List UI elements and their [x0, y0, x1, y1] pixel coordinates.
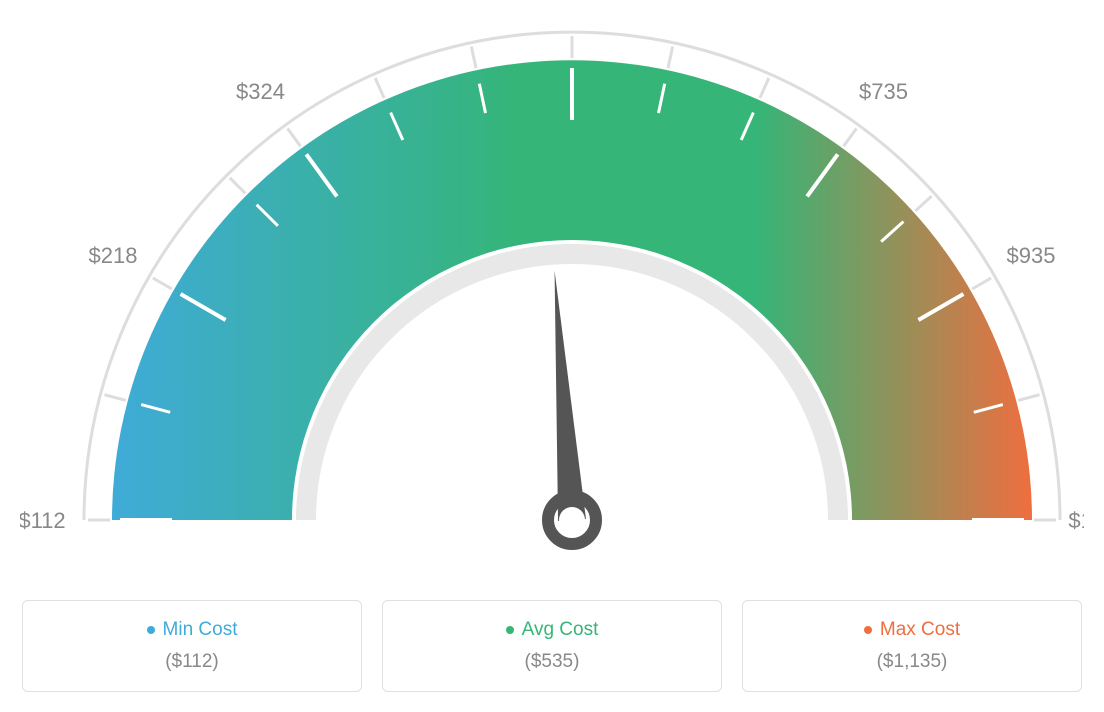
legend-label-max-text: Max Cost [880, 619, 960, 641]
tick-outer [153, 278, 172, 289]
needle-hub-inner [559, 507, 585, 533]
legend-dot-min [147, 626, 155, 634]
legend-label-min-text: Min Cost [163, 619, 238, 641]
legend-label-min: Min Cost [147, 619, 238, 641]
tick-label: $218 [89, 243, 138, 268]
tick-outer [1018, 395, 1039, 401]
legend-value-max: ($1,135) [763, 651, 1061, 673]
tick-outer [288, 128, 301, 146]
legend-dot-avg [506, 626, 514, 634]
tick-outer [668, 47, 673, 69]
legend-card-avg: Avg Cost ($535) [382, 600, 722, 692]
legend-value-avg: ($535) [403, 651, 701, 673]
tick-label: $324 [236, 79, 285, 104]
legend-card-max: Max Cost ($1,135) [742, 600, 1082, 692]
legend-label-avg: Avg Cost [506, 619, 599, 641]
legend-card-min: Min Cost ($112) [22, 600, 362, 692]
cost-gauge-chart: $112$218$324$535$735$935$1,135 Min Cost … [20, 20, 1084, 692]
legend-label-avg-text: Avg Cost [522, 619, 599, 641]
gauge-svg: $112$218$324$535$735$935$1,135 [20, 20, 1084, 580]
tick-outer [471, 47, 476, 69]
tick-outer [760, 78, 769, 98]
legend-dot-max [864, 626, 872, 634]
tick-outer [972, 278, 991, 289]
legend-value-min: ($112) [43, 651, 341, 673]
tick-outer [104, 395, 125, 401]
tick-label: $1,135 [1068, 508, 1084, 533]
legend-label-max: Max Cost [864, 619, 960, 641]
tick-label: $112 [20, 508, 66, 533]
tick-outer [844, 128, 857, 146]
tick-outer [915, 196, 931, 211]
tick-label: $735 [859, 79, 908, 104]
legend-row: Min Cost ($112) Avg Cost ($535) Max Cost… [20, 600, 1084, 692]
tick-outer [230, 178, 246, 194]
needle [555, 271, 586, 521]
tick-outer [375, 78, 384, 98]
tick-label: $935 [1007, 243, 1056, 268]
